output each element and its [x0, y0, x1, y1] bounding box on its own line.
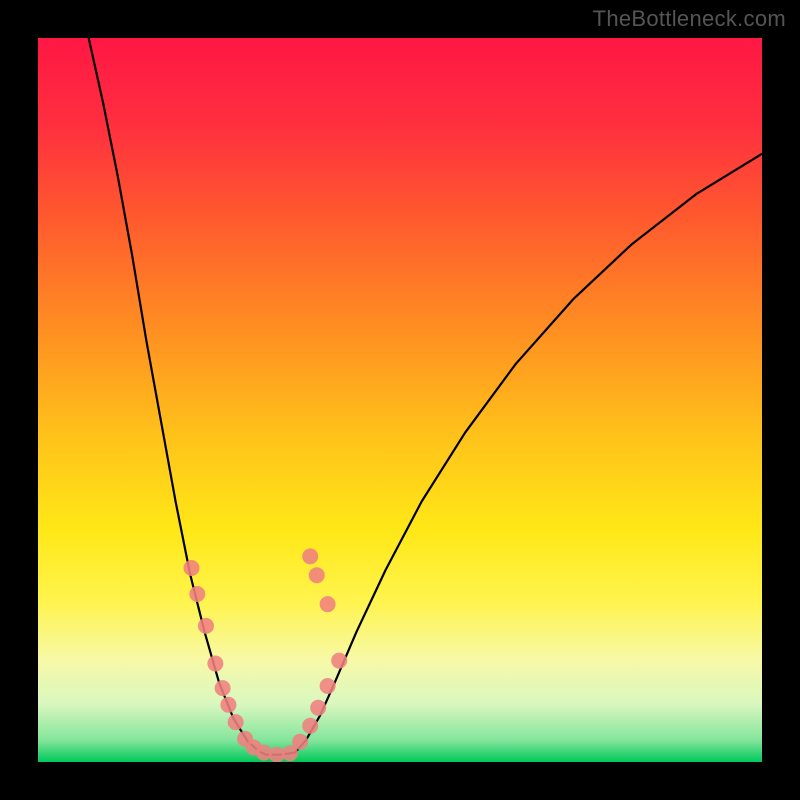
- watermark-text: TheBottleneck.com: [593, 6, 786, 32]
- plot-area: [38, 38, 762, 762]
- data-dot: [309, 567, 325, 583]
- chart-canvas: TheBottleneck.com: [0, 0, 800, 800]
- data-dot: [198, 618, 214, 634]
- bottleneck-curve: [89, 38, 762, 755]
- data-dot: [320, 678, 336, 694]
- data-dot: [320, 596, 336, 612]
- data-dot: [302, 718, 318, 734]
- data-dot: [292, 734, 308, 750]
- data-dot: [183, 560, 199, 576]
- data-dot: [220, 697, 236, 713]
- data-dot: [310, 700, 326, 716]
- data-dot: [302, 548, 318, 564]
- data-dot: [189, 586, 205, 602]
- dot-group: [183, 548, 347, 762]
- data-dot: [331, 653, 347, 669]
- data-dot: [215, 680, 231, 696]
- data-dot: [228, 714, 244, 730]
- curve-layer: [38, 38, 762, 762]
- data-dot: [207, 656, 223, 672]
